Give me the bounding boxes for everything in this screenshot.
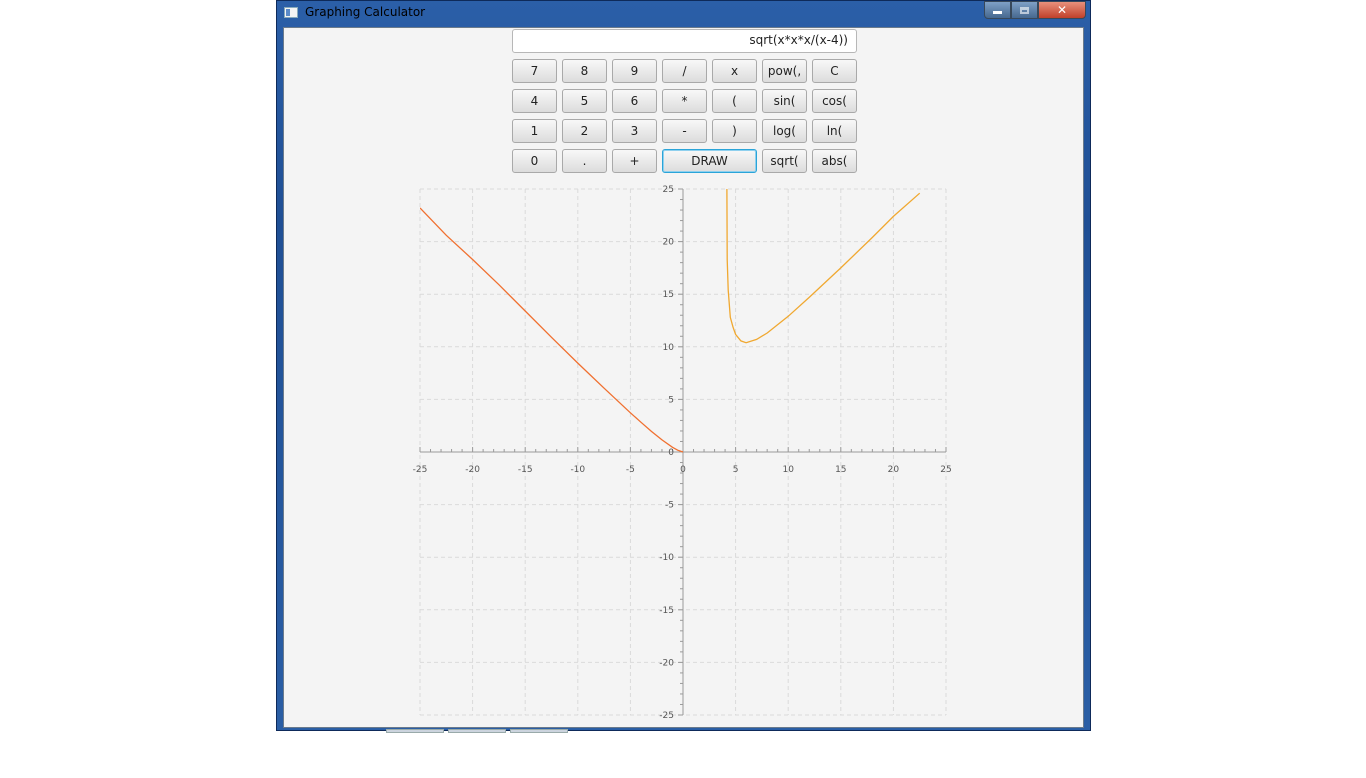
x-tick-label: -25 (413, 465, 428, 475)
app-window: Graphing Calculator ✕ sqrt(x*x*x/(x-4)) … (276, 0, 1091, 731)
key-6-button[interactable]: 6 (612, 89, 657, 113)
x-tick-label: -5 (626, 465, 635, 475)
close-button[interactable]: ✕ (1038, 1, 1086, 19)
y-tick-label: 15 (663, 290, 674, 300)
maximize-button[interactable] (1011, 1, 1038, 19)
key-3-button[interactable]: 3 (612, 119, 657, 143)
taskbar-item[interactable] (448, 729, 506, 733)
app-icon[interactable] (284, 7, 298, 18)
key-sym2-3-button[interactable]: - (662, 119, 707, 143)
title-bar[interactable]: Graphing Calculator ✕ (277, 1, 1090, 26)
key-abs-button[interactable]: abs( (812, 149, 857, 173)
key-0-button[interactable]: 0 (512, 149, 557, 173)
y-tick-label: -25 (659, 711, 674, 721)
key-ln-button[interactable]: ln( (812, 119, 857, 143)
x-tick-label: 5 (733, 465, 739, 475)
y-tick-label: -15 (659, 606, 674, 616)
y-tick-label: 25 (663, 185, 674, 195)
taskbar-item[interactable] (510, 729, 568, 733)
graph-chart: -25 -20 -15 -10 -5 0 5 10 15 20 25 25 20 15 10 5 0 -5 -10 -… (413, 185, 952, 721)
keypad: 7 8 9/x pow(, C 4 5 6 *(sin(cos( 1 2 3-) log(ln( 0. + D… (512, 59, 858, 175)
y-tick-label: 20 (663, 238, 675, 248)
key-sym1-4-button[interactable]: ( (712, 89, 757, 113)
key-sym0-3-button[interactable]: / (662, 59, 707, 83)
key-DRAW-button[interactable]: DRAW (662, 149, 757, 173)
x-tick-label: 0 (680, 465, 686, 475)
key-sym2-4-button[interactable]: ) (712, 119, 757, 143)
series-line-2 (726, 189, 921, 344)
y-tick-label: -10 (659, 553, 674, 563)
key-9-button[interactable]: 9 (612, 59, 657, 83)
y-tick-label: 0 (668, 448, 674, 458)
y-tick-label: -20 (659, 658, 674, 668)
key-log-button[interactable]: log( (762, 119, 807, 143)
key-sym3-2-button[interactable]: + (612, 149, 657, 173)
window-title: Graphing Calculator (305, 5, 426, 19)
key-sqrt-button[interactable]: sqrt( (762, 149, 807, 173)
maximize-icon (1020, 6, 1029, 14)
key-sin-button[interactable]: sin( (762, 89, 807, 113)
key-sym3-1-button[interactable]: . (562, 149, 607, 173)
key-2-button[interactable]: 2 (562, 119, 607, 143)
key-5-button[interactable]: 5 (562, 89, 607, 113)
close-icon: ✕ (1056, 3, 1068, 17)
key-cos-button[interactable]: cos( (812, 89, 857, 113)
x-tick-label: -10 (570, 465, 585, 475)
key-C-button[interactable]: C (812, 59, 857, 83)
y-tick-label: -5 (665, 501, 674, 511)
x-tick-label: -20 (465, 465, 480, 475)
key-7-button[interactable]: 7 (512, 59, 557, 83)
x-tick-label: 20 (888, 465, 900, 475)
x-tick-label: 25 (940, 465, 951, 475)
minimize-icon (993, 11, 1002, 14)
key-sym1-3-button[interactable]: * (662, 89, 707, 113)
taskbar-item[interactable] (386, 729, 444, 733)
key-1-button[interactable]: 1 (512, 119, 557, 143)
series-line-1 (420, 207, 684, 453)
minimize-button[interactable] (984, 1, 1011, 19)
y-tick-label: 10 (663, 343, 675, 353)
y-tick-label: 5 (668, 395, 674, 405)
key-x-button[interactable]: x (712, 59, 757, 83)
expression-field[interactable]: sqrt(x*x*x/(x-4)) (512, 29, 857, 53)
calculator-panel: sqrt(x*x*x/(x-4)) 7 8 9/x pow(, C 4 5 6 *(sin(co… (283, 27, 1084, 728)
x-tick-label: 10 (782, 465, 794, 475)
x-tick-label: -15 (518, 465, 533, 475)
key-8-button[interactable]: 8 (562, 59, 607, 83)
x-tick-label: 15 (835, 465, 846, 475)
key-4-button[interactable]: 4 (512, 89, 557, 113)
key-pow-button[interactable]: pow(, (762, 59, 807, 83)
